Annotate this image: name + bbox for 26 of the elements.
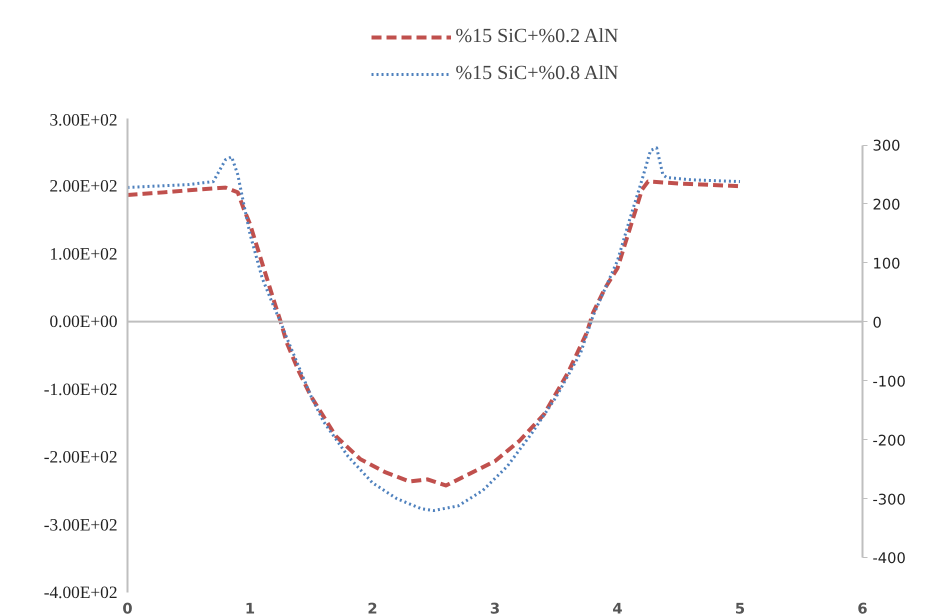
y2-tick-label: 0	[872, 314, 882, 332]
y2-tick-label: -200	[872, 432, 906, 450]
y-tick-label: 3.00E+02	[49, 110, 118, 130]
legend-label: %15 SiC+%0.8 AlN	[456, 62, 618, 85]
y2-tick-label: -300	[872, 491, 906, 508]
y-tick-label: -3.00E+02	[44, 515, 118, 534]
y2-tick-label: 100	[872, 255, 900, 272]
line-series	[128, 146, 742, 512]
y-tick-label: -1.00E+02	[44, 380, 118, 399]
x-tick-label: 0	[122, 600, 133, 616]
x-tick-label: 6	[857, 600, 868, 616]
x-tick-label: 1	[244, 600, 256, 616]
y-tick-label: -2.00E+02	[44, 448, 118, 467]
x-tick-label: 5	[734, 600, 746, 616]
y2-tick-label: -400	[872, 550, 906, 568]
y-tick-label: 2.00E+02	[49, 176, 118, 196]
y-tick-label: 0.00E+00	[49, 312, 118, 332]
y2-tick-label: 300	[872, 138, 900, 155]
y2-tick-label: 200	[872, 196, 900, 214]
x-tick-label: 3	[490, 600, 500, 616]
legend-label: %15 SiC+%0.2 AlN	[456, 25, 618, 48]
y2-tick-label: -100	[872, 373, 906, 390]
y-tick-label: -4.00E+02	[44, 583, 118, 602]
x-tick-label: 2	[367, 600, 378, 616]
y-tick-label: 1.00E+02	[49, 244, 118, 264]
x-tick-label: 4	[612, 600, 623, 616]
